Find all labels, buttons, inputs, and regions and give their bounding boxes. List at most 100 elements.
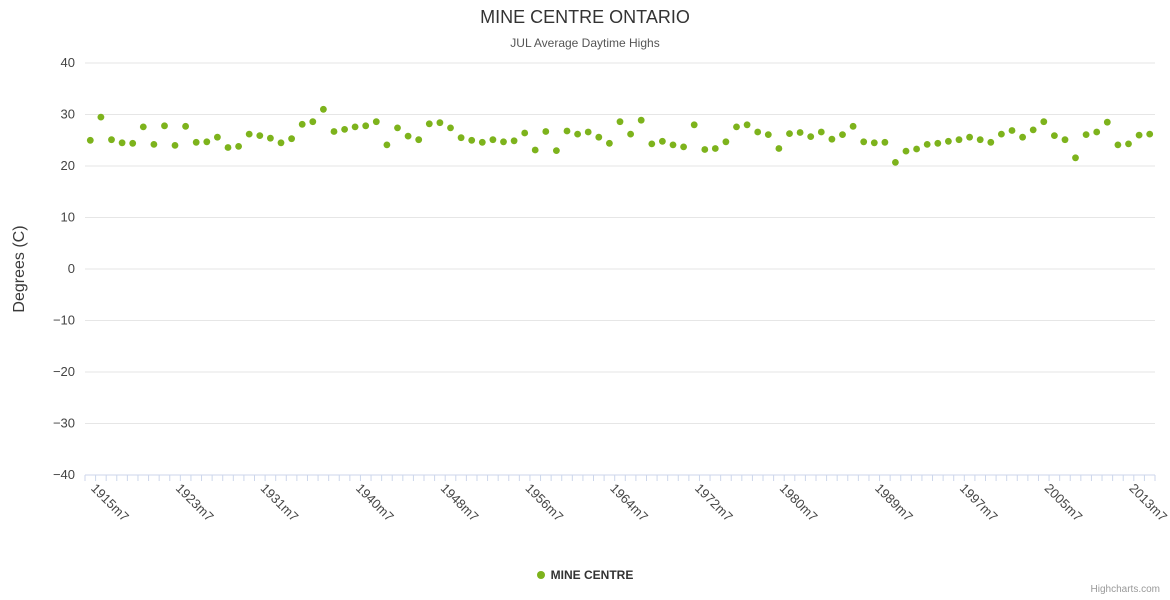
data-point[interactable] <box>447 124 454 132</box>
data-point[interactable] <box>998 130 1005 138</box>
data-point[interactable] <box>415 136 423 144</box>
data-point[interactable] <box>754 128 762 136</box>
data-point[interactable] <box>1125 140 1132 148</box>
data-point[interactable] <box>764 131 772 139</box>
data-point[interactable] <box>637 116 645 124</box>
data-point[interactable] <box>267 134 274 142</box>
data-point[interactable] <box>1114 141 1122 149</box>
data-point[interactable] <box>171 142 179 149</box>
data-point[interactable] <box>807 133 815 141</box>
data-point[interactable] <box>796 129 804 136</box>
data-point[interactable] <box>606 139 613 147</box>
data-point[interactable] <box>563 127 571 135</box>
data-point[interactable] <box>203 138 211 146</box>
data-point[interactable] <box>553 147 560 155</box>
data-point[interactable] <box>913 145 920 153</box>
data-point[interactable] <box>574 130 581 138</box>
data-point[interactable] <box>966 133 973 141</box>
data-point[interactable] <box>330 128 338 135</box>
data-point[interactable] <box>531 146 539 154</box>
data-point[interactable] <box>351 123 359 131</box>
data-point[interactable] <box>849 122 857 130</box>
data-point[interactable] <box>86 136 94 144</box>
data-point[interactable] <box>182 122 190 130</box>
data-point[interactable] <box>288 135 295 143</box>
data-point[interactable] <box>1103 118 1111 126</box>
data-point[interactable] <box>1135 131 1143 139</box>
data-point[interactable] <box>425 120 433 128</box>
highcharts-credits-link[interactable]: Highcharts.com <box>1090 584 1160 595</box>
data-point[interactable] <box>97 113 105 121</box>
data-point[interactable] <box>192 138 200 146</box>
data-point[interactable] <box>542 128 550 135</box>
data-point[interactable] <box>235 143 243 150</box>
data-point[interactable] <box>659 137 666 145</box>
data-point[interactable] <box>394 124 401 132</box>
legend-item-mine-centre[interactable]: MINE CENTRE <box>0 568 1170 582</box>
data-point[interactable] <box>711 145 719 152</box>
data-point[interactable] <box>1146 130 1154 138</box>
data-point[interactable] <box>648 140 656 148</box>
data-point[interactable] <box>309 118 317 126</box>
data-point[interactable] <box>923 141 931 148</box>
data-point[interactable] <box>1029 126 1037 134</box>
data-point[interactable] <box>976 136 984 144</box>
data-point[interactable] <box>595 133 603 141</box>
data-point[interactable] <box>828 135 836 143</box>
data-point[interactable] <box>870 139 878 147</box>
data-point[interactable] <box>680 143 687 151</box>
data-point[interactable] <box>521 129 529 137</box>
data-point[interactable] <box>224 144 232 151</box>
data-point[interactable] <box>786 130 793 138</box>
data-point[interactable] <box>341 125 348 133</box>
data-point[interactable] <box>860 138 868 146</box>
data-point[interactable] <box>1040 118 1048 126</box>
data-point[interactable] <box>1093 128 1101 136</box>
data-point[interactable] <box>500 138 507 146</box>
data-point[interactable] <box>468 136 476 144</box>
data-point[interactable] <box>1061 136 1069 144</box>
data-point[interactable] <box>1082 131 1090 139</box>
data-point[interactable] <box>701 146 709 153</box>
data-point[interactable] <box>733 123 740 131</box>
data-point[interactable] <box>404 132 412 140</box>
data-point[interactable] <box>383 141 391 149</box>
data-point[interactable] <box>881 138 889 146</box>
data-point[interactable] <box>839 131 846 139</box>
data-point[interactable] <box>256 132 264 140</box>
data-point[interactable] <box>161 122 168 130</box>
data-point[interactable] <box>584 128 592 136</box>
data-point[interactable] <box>955 136 963 144</box>
data-point[interactable] <box>775 145 783 152</box>
data-point[interactable] <box>1072 154 1079 162</box>
data-point[interactable] <box>436 119 444 127</box>
data-point[interactable] <box>817 128 825 136</box>
data-point[interactable] <box>722 138 730 146</box>
data-point[interactable] <box>902 147 910 155</box>
data-point[interactable] <box>150 141 158 148</box>
data-point[interactable] <box>892 159 899 166</box>
data-point[interactable] <box>510 137 518 145</box>
data-point[interactable] <box>489 136 497 144</box>
data-point[interactable] <box>616 118 624 126</box>
data-point[interactable] <box>1051 132 1058 140</box>
data-point[interactable] <box>934 139 942 147</box>
data-point[interactable] <box>987 138 995 146</box>
data-point[interactable] <box>139 123 147 131</box>
data-point[interactable] <box>1008 127 1016 134</box>
data-point[interactable] <box>945 137 952 145</box>
data-point[interactable] <box>627 130 634 138</box>
data-point[interactable] <box>277 139 285 147</box>
data-point[interactable] <box>118 139 126 147</box>
data-point[interactable] <box>372 118 380 126</box>
data-point[interactable] <box>108 136 115 144</box>
data-point[interactable] <box>320 105 327 113</box>
data-point[interactable] <box>743 121 751 129</box>
data-point[interactable] <box>690 121 698 129</box>
data-point[interactable] <box>214 133 221 141</box>
data-point[interactable] <box>129 139 137 147</box>
data-point[interactable] <box>362 122 370 130</box>
data-point[interactable] <box>1019 133 1026 141</box>
data-point[interactable] <box>245 130 253 138</box>
data-point[interactable] <box>669 141 677 149</box>
